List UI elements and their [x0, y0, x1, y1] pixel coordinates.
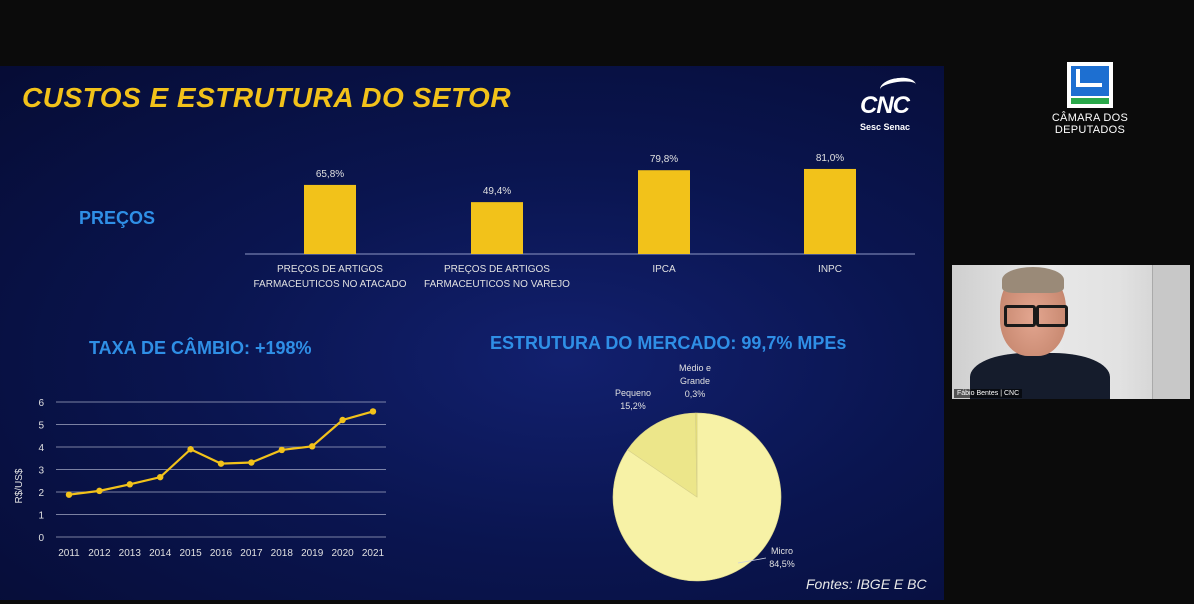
data-point: [369, 408, 377, 415]
y-axis-label: R$/US$: [14, 468, 25, 503]
data-point: [217, 460, 225, 467]
camara-name: CÂMARA DOS DEPUTADOS: [1042, 112, 1138, 136]
data-point: [339, 416, 346, 424]
pie-label-medio-name-2: Grande: [680, 376, 710, 386]
pie-slice-pequeno: [627, 412, 698, 498]
slide-title: CUSTOS E ESTRUTURA DO SETOR: [22, 82, 512, 113]
section-precos: PREÇOS: [79, 208, 156, 228]
bar-category-label: FARMACEUTICOS NO VAREJO: [424, 279, 570, 290]
x-tick-label: 2020: [331, 548, 354, 559]
y-tick-label: 5: [38, 421, 44, 432]
bar-data-label: 49,4%: [483, 186, 511, 197]
pie-label-pequeno-value: 15,2%: [620, 401, 646, 411]
presentation-slide: CUSTOS E ESTRUTURA DO SETOR CNC Sesc Sen…: [0, 66, 944, 600]
x-tick-label: 2014: [149, 548, 172, 559]
pie-label-pequeno-name: Pequeno: [615, 388, 651, 398]
x-tick-label: 2019: [301, 548, 324, 559]
data-point: [65, 491, 73, 498]
y-tick-label: 4: [38, 443, 44, 454]
data-point: [248, 459, 255, 466]
bar: [304, 184, 356, 254]
exchange-rate-line-chart: 0 1 2 3 4 5 6 2011 2012 2013 2014 2015 2016 2017 2018 2…: [14, 398, 386, 559]
pie-label-medio-name-1: Médio e: [679, 363, 711, 373]
y-tick-label: 0: [38, 533, 44, 544]
cnc-logo-text: CNC: [860, 92, 910, 119]
bar: [471, 202, 523, 254]
pie-label-micro-value: 84,5%: [769, 559, 795, 569]
bar-category-label: PREÇOS DE ARTIGOS: [277, 264, 383, 275]
camara-name-line1: CÂMARA DOS: [1051, 112, 1129, 124]
y-tick-label: 3: [38, 466, 44, 477]
x-tick-label: 2011: [58, 548, 80, 559]
y-tick-label: 6: [38, 398, 44, 409]
x-tick-label: 2013: [119, 548, 142, 559]
section-cambio: TAXA DE CÂMBIO: +198%: [89, 338, 312, 358]
x-tick-label: 2018: [271, 548, 294, 559]
y-tick-label: 2: [38, 488, 44, 499]
prices-bar-chart: 65,8% PREÇOS DE ARTIGOS FARMACEUTICOS NO A…: [245, 153, 915, 290]
x-tick-label: 2015: [179, 548, 202, 559]
data-point: [187, 446, 194, 453]
bar-data-label: 79,8%: [650, 154, 678, 165]
cnc-logo-sub: Sesc Senac: [860, 122, 911, 132]
camara-name-line2: DEPUTADOS: [1054, 124, 1126, 136]
bar-category-label: FARMACEUTICOS NO ATACADO: [254, 279, 407, 290]
participant-name-tag: Fábio Bentes | CNC: [954, 389, 1023, 398]
data-point: [309, 443, 316, 450]
data-point: [96, 487, 103, 495]
x-tick-label: 2016: [210, 548, 233, 559]
x-tick-label: 2021: [362, 548, 385, 559]
bar-data-label: 65,8%: [316, 169, 344, 180]
camara-emblem-icon: [1067, 62, 1113, 108]
participant-video[interactable]: Fábio Bentes | CNC: [952, 265, 1190, 399]
pie-slice-medio-grande: [695, 412, 698, 498]
section-mercado: ESTRUTURA DO MERCADO: 99,7% MPEs: [490, 333, 847, 353]
cnc-logo: CNC Sesc Senac: [858, 75, 922, 138]
data-point: [157, 473, 164, 481]
bar: [804, 168, 856, 254]
pie-leader-line: [737, 557, 767, 564]
data-point: [126, 481, 133, 488]
market-structure-pie-chart: Pequeno 15,2% Médio e Grande 0,3% Micro 84,5%: [612, 363, 795, 582]
x-tick-label: 2012: [88, 548, 111, 559]
bar-data-label: 81,0%: [816, 153, 844, 164]
bar: [638, 170, 690, 254]
pie-label-medio-value: 0,3%: [685, 389, 706, 399]
sources-note: Fontes: IBGE E BC: [806, 576, 927, 592]
bar-category-label: PREÇOS DE ARTIGOS: [444, 264, 550, 275]
data-point: [278, 446, 285, 454]
x-tick-label: 2017: [240, 548, 263, 559]
bar-category-label: INPC: [818, 264, 842, 275]
bar-category-label: IPCA: [652, 264, 676, 275]
y-tick-label: 1: [38, 511, 44, 522]
camara-logo: CÂMARA DOS DEPUTADOS: [1042, 62, 1138, 136]
pie-label-micro-name: Micro: [771, 546, 793, 556]
